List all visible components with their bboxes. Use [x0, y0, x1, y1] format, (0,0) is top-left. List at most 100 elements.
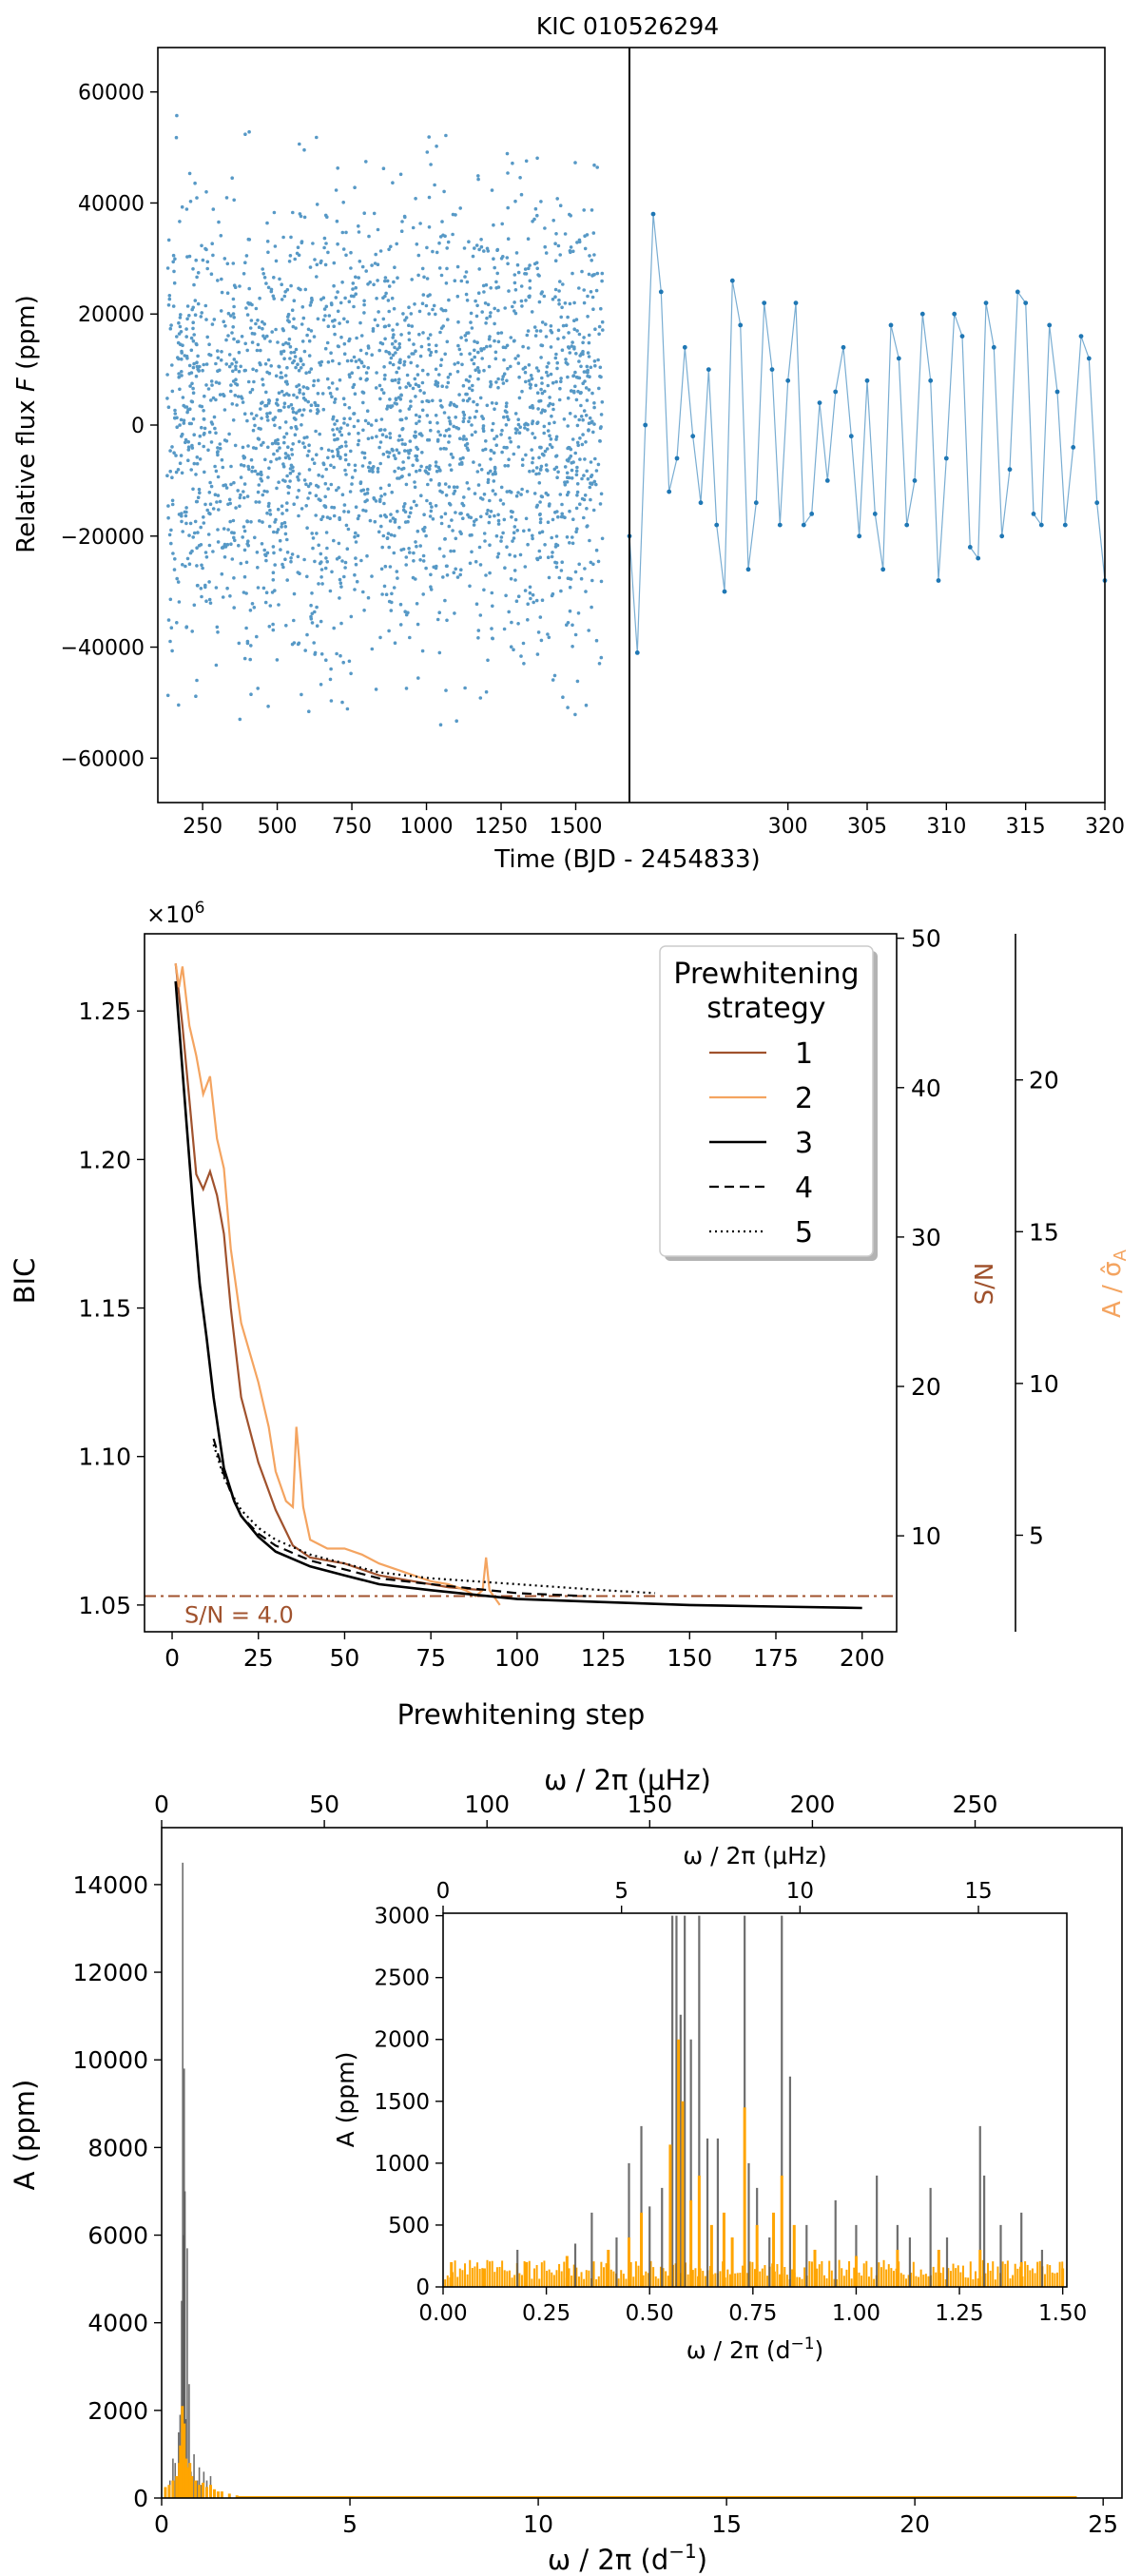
lightcurve-point: [587, 355, 591, 358]
lightcurve-point: [582, 336, 586, 339]
lightcurve-point: [292, 299, 297, 303]
lightcurve-point: [265, 551, 270, 555]
lightcurve-point: [255, 348, 260, 353]
lightcurve-point: [287, 320, 292, 324]
lightcurve-point: [588, 416, 592, 420]
lightcurve-point: [417, 415, 422, 419]
lightcurve-right-point: [1094, 500, 1100, 506]
lightcurve-point: [569, 577, 573, 581]
lightcurve-point: [409, 399, 413, 403]
lightcurve-point: [231, 369, 235, 374]
lightcurve-point: [168, 597, 173, 602]
lightcurve-point: [536, 630, 541, 634]
lightcurve-point: [211, 396, 216, 400]
lightcurve-point: [274, 327, 278, 332]
lightcurve-point: [382, 365, 386, 369]
lightcurve-point: [502, 372, 507, 377]
lightcurve-point: [425, 498, 429, 503]
lightcurve-point: [379, 428, 383, 432]
lightcurve-point: [360, 390, 365, 395]
lightcurve-point: [304, 371, 308, 376]
lightcurve-point: [444, 564, 449, 569]
lightcurve-point: [274, 259, 279, 263]
lightcurve-point: [408, 635, 412, 640]
lightcurve-point: [317, 582, 320, 586]
lightcurve-point: [373, 261, 377, 265]
lightcurve-point: [343, 560, 348, 565]
lightcurve-point: [226, 334, 230, 338]
lightcurve-point: [543, 389, 547, 394]
lightcurve-point: [446, 380, 451, 385]
lightcurve-point: [516, 354, 520, 358]
lightcurve-left-axes: 250 500 750 1000 1250 1500−60000−40000−200000…: [61, 82, 605, 839]
lightcurve-point: [315, 411, 319, 416]
lightcurve-point: [249, 692, 253, 696]
lightcurve-point: [336, 309, 340, 314]
lightcurve-point: [592, 422, 596, 426]
lightcurve-point: [467, 419, 471, 424]
lightcurve-point: [273, 244, 278, 248]
lightcurve-point: [554, 465, 559, 470]
lightcurve-point: [470, 433, 474, 437]
lightcurve-point: [535, 156, 539, 161]
lightcurve-point: [191, 416, 196, 421]
lightcurve-point: [494, 435, 499, 438]
lightcurve-point: [518, 176, 522, 180]
lightcurve-point: [516, 270, 521, 275]
lightcurve-point: [189, 336, 194, 340]
lightcurve-point: [435, 469, 439, 474]
lightcurve-point: [276, 340, 280, 344]
lightcurve-point: [332, 433, 337, 437]
lightcurve-point: [330, 395, 334, 399]
lightcurve-point: [266, 705, 270, 708]
lightcurve-point: [341, 660, 346, 665]
lightcurve-point: [381, 452, 386, 456]
lightcurve-point: [265, 240, 270, 243]
lightcurve-point: [194, 473, 198, 476]
lightcurve-point: [180, 471, 184, 475]
lightcurve-point: [220, 290, 224, 295]
lightcurve-point: [438, 447, 443, 451]
lightcurve-point: [333, 332, 337, 337]
lightcurve-point: [213, 493, 218, 496]
lightcurve-right-point: [872, 512, 878, 516]
lightcurve-point: [271, 545, 276, 549]
lightcurve-point: [336, 242, 339, 246]
lightcurve-point: [297, 478, 300, 482]
lightcurve-point: [399, 548, 404, 552]
lightcurve-point: [358, 377, 363, 381]
lightcurve-point: [445, 385, 449, 389]
lightcurve-point: [357, 513, 361, 518]
lightcurve-point: [227, 432, 231, 436]
lightcurve-point: [418, 544, 423, 548]
lightcurve-point: [392, 551, 396, 555]
lightcurve-point: [482, 532, 487, 535]
lightcurve-point: [384, 514, 389, 519]
lightcurve-point: [406, 449, 410, 454]
lightcurve-point: [170, 502, 175, 507]
lightcurve-point: [569, 214, 572, 218]
lightcurve-point: [538, 615, 543, 619]
lightcurve-point: [517, 375, 521, 379]
lightcurve-point: [265, 412, 269, 416]
lightcurve-point: [427, 312, 432, 316]
lightcurve-point: [554, 561, 559, 565]
lightcurve-point: [449, 549, 453, 553]
lightcurve-point: [538, 520, 543, 525]
lightcurve-point: [192, 461, 197, 466]
lightcurve-point: [481, 448, 485, 453]
lightcurve-point: [407, 407, 412, 411]
lightcurve-point: [284, 432, 289, 436]
lightcurve-point: [286, 341, 291, 346]
lightcurve-ylabel: Relative flux F (ppm): [12, 295, 41, 552]
lightcurve-point: [245, 641, 250, 646]
lightcurve-point: [568, 609, 572, 613]
lightcurve-point: [412, 499, 416, 504]
lightcurve-point: [219, 234, 223, 238]
lightcurve-point: [310, 457, 315, 461]
lightcurve-point: [448, 421, 453, 426]
lightcurve-right-line: [629, 214, 1106, 653]
lightcurve-point: [568, 412, 572, 416]
lightcurve-point: [487, 337, 492, 341]
lightcurve-point: [507, 457, 511, 462]
